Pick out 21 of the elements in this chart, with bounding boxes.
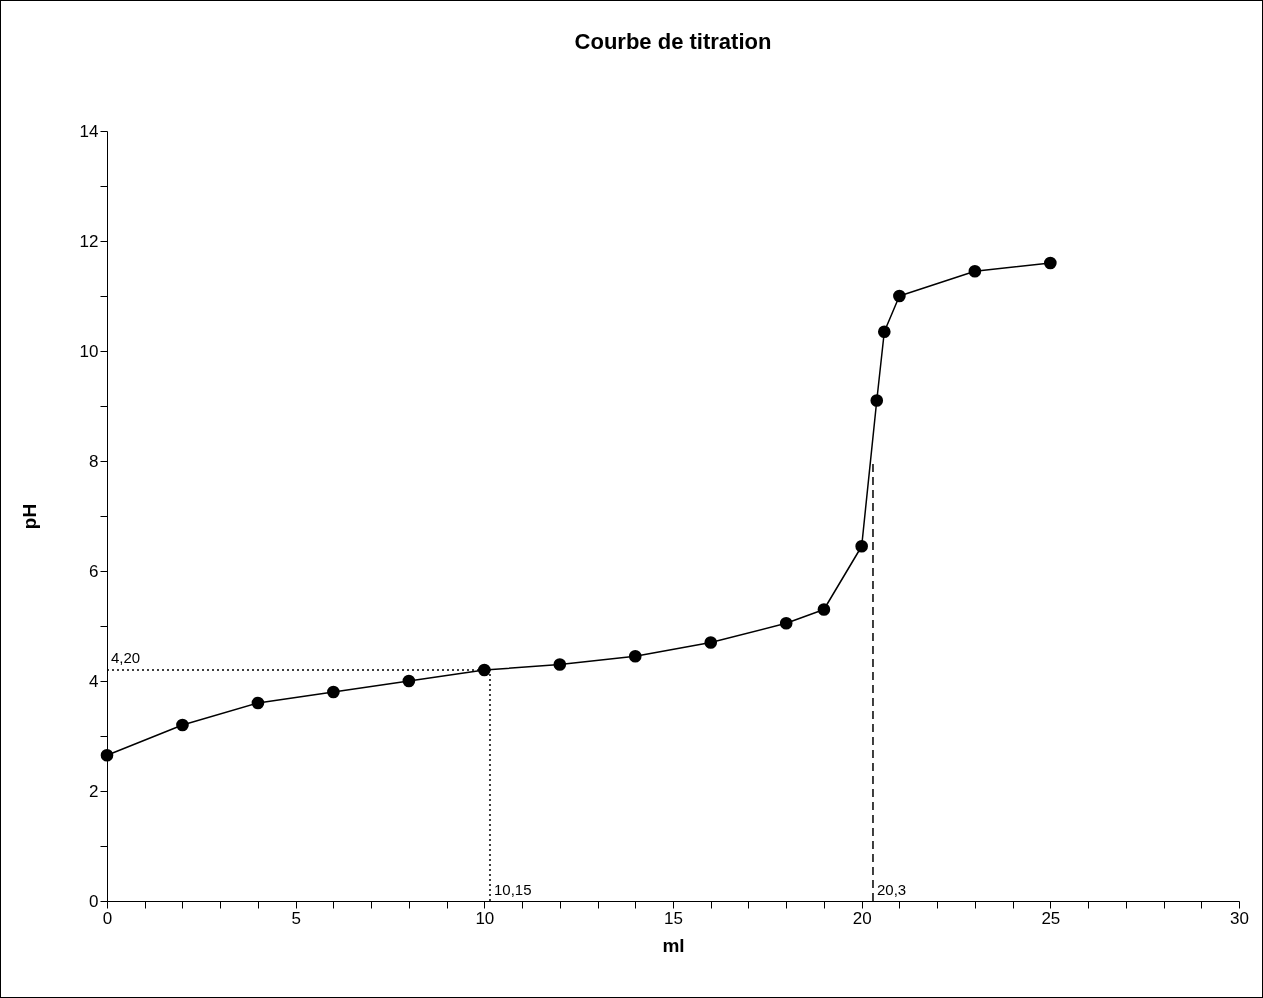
x-axis-title: ml (662, 934, 685, 956)
y-tick-label: 0 (89, 891, 99, 911)
y-tick-label: 10 (79, 341, 99, 361)
x-tick-label: 10 (475, 908, 495, 928)
annotation: 20,3 (876, 881, 907, 898)
x-tick-label: 20 (852, 908, 872, 928)
y-tick-label: 12 (79, 231, 99, 251)
chart-title: Courbe de titration (574, 29, 772, 54)
annotation: 10,15 (493, 881, 532, 898)
x-tick-label: 15 (664, 908, 683, 928)
x-tick-label: 5 (291, 908, 301, 928)
x-tick-label: 30 (1230, 908, 1249, 928)
y-axis-title: pH (18, 503, 40, 530)
y-tick-label: 4 (89, 671, 99, 691)
x-tick-label: 0 (102, 908, 113, 928)
annotation: 4,20 (111, 649, 141, 666)
y-tick-label: 2 (89, 781, 99, 801)
y-tick-label: 14 (79, 121, 99, 141)
x-tick-label: 25 (1041, 908, 1061, 928)
y-tick-label: 8 (89, 451, 99, 471)
y-tick-label: 6 (89, 561, 99, 581)
